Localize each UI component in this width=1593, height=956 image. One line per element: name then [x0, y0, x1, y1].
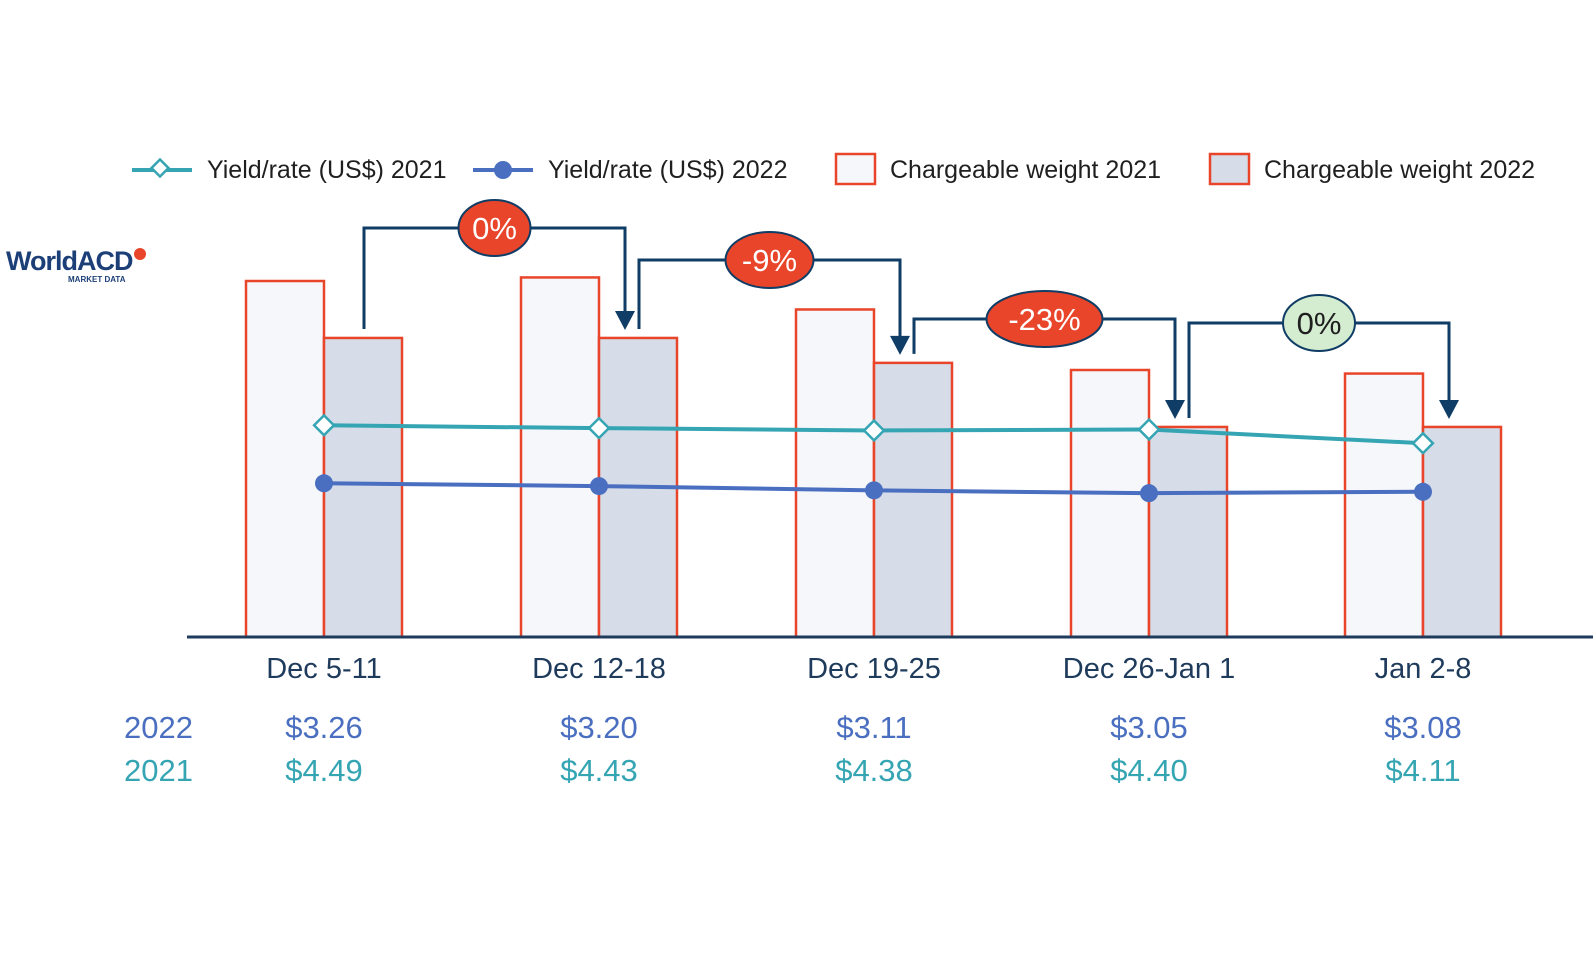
value-cell: $3.20: [560, 710, 638, 745]
value-cell: $4.40: [1110, 753, 1188, 788]
logo-tagline: MARKET DATA: [68, 275, 126, 284]
worldacd-logo: WorldACD MARKET DATA: [6, 246, 146, 284]
value-cell: $4.43: [560, 753, 638, 788]
legend-dot-icon: [494, 161, 512, 179]
value-cell: $4.38: [835, 753, 913, 788]
bar-weight-2021: [794, 308, 876, 639]
callout-badge: [985, 290, 1104, 348]
bar-weight-2022: [872, 361, 954, 639]
point-yield-2022: [315, 474, 333, 493]
point-yield-2021: [312, 413, 336, 437]
arrow-down-icon: [1439, 399, 1459, 419]
legend-label: Yield/rate (US$) 2022: [548, 156, 787, 184]
legend-label: Yield/rate (US$) 2021: [207, 156, 446, 184]
legend-item-weight-2021: Chargeable weight 2021: [834, 152, 1161, 186]
callouts-layer: 0% -9% -23% 0%: [362, 199, 1459, 419]
x-tick-label: Dec 12-18: [532, 653, 666, 685]
x-tick-label: Dec 19-25: [807, 653, 941, 685]
callout-label: -23%: [1008, 302, 1080, 337]
value-cell: $4.49: [285, 753, 363, 788]
legend-item-yield-2022: Yield/rate (US$) 2022: [473, 156, 787, 184]
point-yield-2022: [865, 481, 883, 500]
legend-swatch-icon: [834, 152, 877, 186]
value-cell: $3.26: [285, 710, 363, 745]
point-yield-2022: [590, 477, 608, 496]
callout-label: -9%: [742, 243, 797, 278]
legend-diamond-icon: [149, 157, 171, 179]
bar-weight-2021: [1343, 372, 1425, 639]
value-cell: $3.08: [1384, 710, 1462, 745]
point-yield-2021: [1137, 417, 1161, 442]
legend: Yield/rate (US$) 2021 Yield/rate (US$) 2…: [132, 152, 1535, 186]
bar-weight-2021: [244, 279, 326, 639]
value-cell: $3.11: [836, 710, 911, 745]
logo-name: WorldACD: [6, 246, 133, 276]
callout-label: 0%: [472, 211, 517, 246]
callout-badge: [724, 231, 815, 289]
point-yield-2022: [1414, 482, 1432, 501]
value-cell: $4.11: [1385, 753, 1460, 788]
legend-label: Chargeable weight 2022: [1264, 156, 1535, 184]
point-yield-2021: [862, 418, 886, 443]
bar-weight-2022: [1147, 425, 1229, 639]
bar-weight-2022: [1421, 425, 1503, 639]
point-yield-2021: [1411, 431, 1435, 455]
legend-item-yield-2021: Yield/rate (US$) 2021: [132, 156, 446, 184]
legend-label: Chargeable weight 2021: [890, 156, 1161, 184]
callout-badge: [457, 199, 532, 257]
logo-dot-icon: [134, 248, 146, 260]
x-tick-label: Dec 5-11: [266, 653, 382, 685]
arrow-down-icon: [1165, 399, 1185, 419]
arrow-down-icon: [890, 335, 910, 355]
lines-layer: [312, 413, 1435, 503]
point-yield-2022: [1140, 484, 1158, 503]
bar-weight-2021: [519, 276, 601, 639]
bars-layer: [187, 276, 1593, 639]
bar-weight-2021: [1069, 368, 1151, 639]
x-tick-label: Jan 2-8: [1375, 653, 1472, 685]
value-row-year: 2021: [124, 753, 193, 788]
x-axis-labels: Dec 5-11 Dec 12-18 Dec 19-25 Dec 26-Jan 1 Ja…: [266, 653, 1471, 685]
x-tick-label: Dec 26-Jan 1: [1063, 653, 1236, 685]
callout-badge: [1282, 294, 1356, 352]
value-cell: $3.05: [1110, 710, 1188, 745]
legend-swatch-icon: [1208, 152, 1251, 186]
callout-label: 0%: [1297, 306, 1342, 341]
point-yield-2021: [587, 416, 611, 440]
legend-item-weight-2022: Chargeable weight 2022: [1208, 152, 1535, 186]
arrow-down-icon: [615, 310, 635, 330]
bar-weight-2022: [322, 336, 404, 639]
value-table: 2022 $3.26 $3.20 $3.11 $3.05 $3.08 2021 $4.49 $4…: [124, 710, 1462, 788]
value-row-year: 2022: [124, 710, 193, 745]
